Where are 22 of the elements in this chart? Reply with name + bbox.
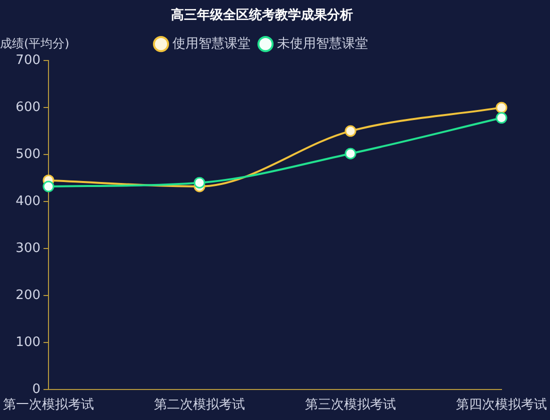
y-tick-label: 0 bbox=[32, 382, 40, 397]
chart-title: 高三年级全区统考教学成果分析 bbox=[171, 7, 353, 24]
point bbox=[42, 180, 54, 192]
x-tick-label: 第二次模拟考试 bbox=[154, 398, 245, 413]
y-tick-label: 200 bbox=[16, 288, 40, 303]
point bbox=[496, 102, 508, 114]
x-tick-label: 第三次模拟考试 bbox=[305, 398, 396, 413]
y-tick-label: 400 bbox=[16, 194, 40, 209]
y-tick-label: 300 bbox=[16, 240, 40, 256]
y-tick-label: 500 bbox=[16, 146, 40, 162]
y-tick-label: 100 bbox=[16, 334, 40, 350]
x-tick-label: 第一次模拟考试 bbox=[3, 398, 94, 413]
point bbox=[344, 148, 356, 160]
y-tick-label: 700 bbox=[16, 52, 40, 68]
legend-label: 未使用智慧课堂 bbox=[277, 36, 368, 52]
y-axis-title: 成绩(平均分) bbox=[0, 36, 70, 51]
point bbox=[344, 125, 356, 137]
point bbox=[496, 112, 508, 124]
point bbox=[194, 176, 206, 188]
legend-label: 使用智慧课堂 bbox=[172, 36, 250, 52]
y-tick-label: 600 bbox=[16, 100, 40, 115]
x-tick-label: 第四次模拟考试 bbox=[456, 398, 547, 413]
